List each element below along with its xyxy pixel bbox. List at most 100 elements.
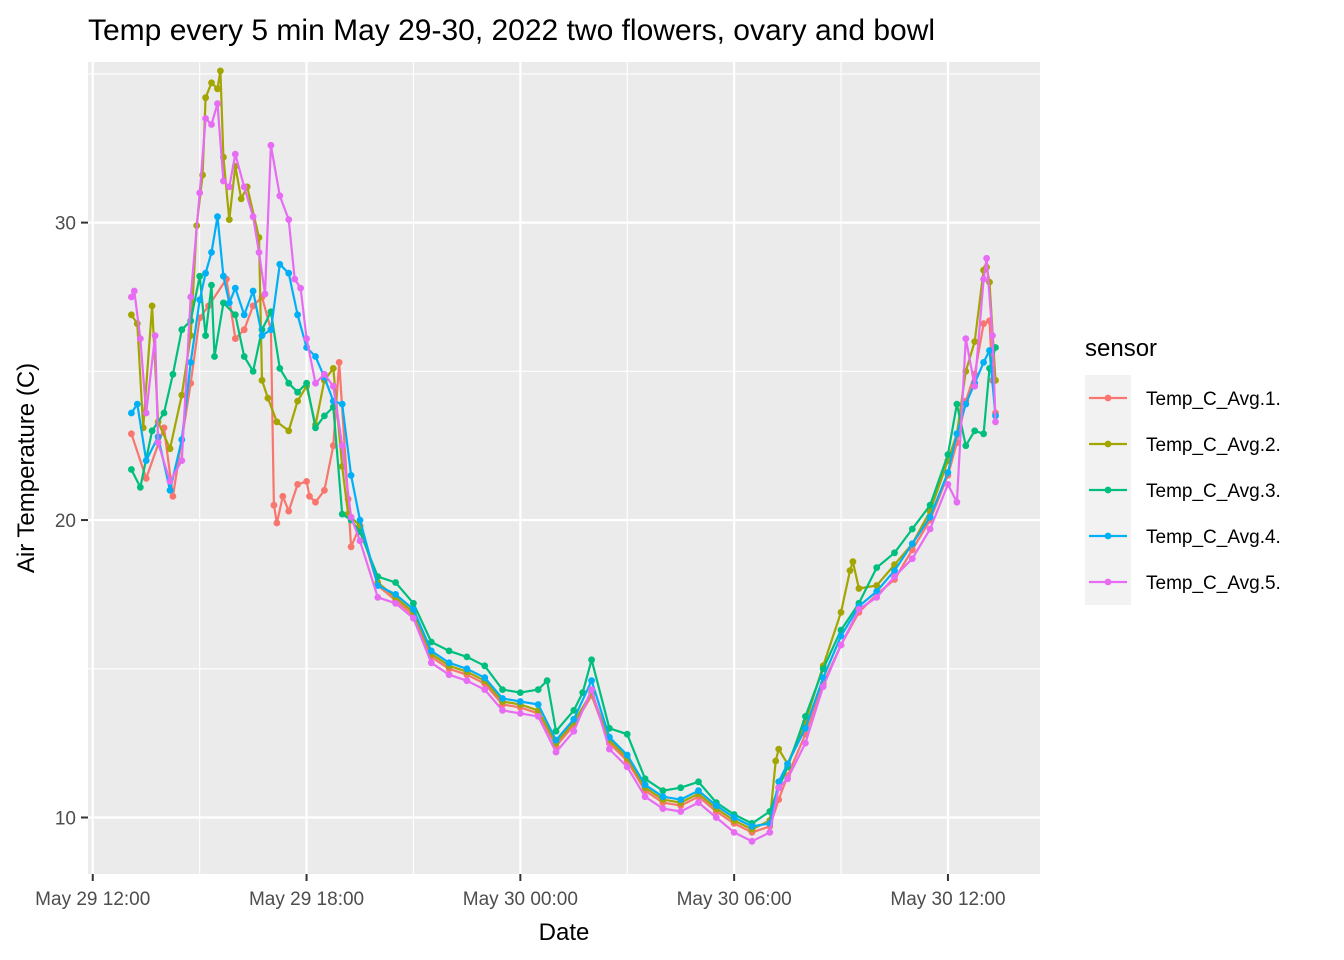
data-point	[166, 486, 174, 494]
data-point	[196, 296, 204, 304]
data-point	[306, 492, 313, 500]
data-point	[225, 183, 233, 191]
data-point	[273, 418, 281, 426]
data-point	[321, 370, 328, 378]
data-point	[329, 403, 337, 411]
data-point	[772, 757, 780, 765]
data-point	[347, 543, 355, 551]
data-point	[240, 183, 248, 191]
data-point	[321, 486, 328, 494]
data-point	[249, 213, 257, 221]
data-point	[534, 701, 542, 708]
data-point	[802, 739, 809, 747]
legend-title: sensor	[1085, 335, 1157, 362]
data-point	[623, 763, 631, 771]
data-point	[855, 585, 863, 592]
data-point	[249, 367, 257, 375]
data-point	[202, 332, 210, 339]
data-point	[142, 475, 150, 482]
data-point	[169, 492, 177, 500]
data-point	[329, 365, 337, 372]
data-point	[136, 483, 144, 491]
data-point	[261, 290, 269, 298]
data-point	[427, 659, 435, 667]
legend-item: Temp_C_Avg.5.	[1089, 573, 1281, 594]
data-point	[849, 558, 857, 566]
data-point	[463, 653, 471, 661]
data-point	[873, 594, 881, 601]
data-point	[695, 778, 702, 786]
data-point	[127, 466, 135, 473]
data-point	[276, 260, 284, 268]
data-point	[356, 537, 364, 545]
data-point	[273, 519, 281, 527]
data-point	[837, 632, 845, 640]
data-point	[264, 394, 272, 402]
data-point	[908, 525, 916, 533]
data-point	[231, 311, 239, 319]
data-point	[516, 710, 524, 717]
x-tick-label: May 30 12:00	[890, 889, 1005, 910]
data-point	[312, 424, 319, 432]
data-point	[775, 784, 783, 792]
data-point	[347, 513, 355, 521]
data-point	[208, 249, 215, 256]
data-point	[570, 727, 578, 735]
data-point	[873, 564, 881, 571]
data-point	[445, 647, 453, 655]
data-point	[329, 442, 337, 450]
series-line	[130, 69, 997, 831]
data-point	[220, 177, 227, 185]
data-point	[695, 787, 702, 795]
data-point	[855, 605, 863, 613]
data-point	[255, 249, 263, 256]
data-point	[427, 647, 435, 655]
data-point	[178, 391, 186, 399]
legend-item: Temp_C_Avg.2.	[1089, 435, 1281, 456]
data-point	[130, 287, 138, 295]
data-point	[294, 481, 301, 488]
data-point	[953, 400, 961, 408]
x-tick-label: May 29 12:00	[35, 889, 150, 910]
data-point	[463, 665, 471, 673]
data-point	[516, 698, 524, 705]
data-point	[463, 677, 471, 685]
data-point	[712, 802, 720, 809]
data-point	[730, 814, 738, 821]
data-point	[208, 79, 215, 87]
data-point	[151, 332, 159, 339]
data-point	[178, 326, 186, 334]
data-point	[908, 555, 916, 563]
data-point	[971, 338, 979, 345]
data-point	[802, 724, 809, 732]
data-point	[445, 659, 453, 667]
data-point	[285, 269, 293, 277]
data-point	[196, 272, 204, 280]
data-point	[285, 507, 293, 515]
data-point	[329, 382, 337, 390]
data-point	[303, 478, 310, 485]
data-point	[294, 397, 301, 405]
data-point	[356, 516, 364, 524]
data-point	[552, 748, 560, 756]
data-point	[410, 599, 417, 607]
legend-key-point	[1104, 578, 1112, 586]
data-point	[127, 430, 135, 438]
legend-label: Temp_C_Avg.1.	[1146, 389, 1281, 410]
data-point	[962, 400, 970, 408]
legend-key-point	[1104, 486, 1112, 494]
legend-key-point	[1104, 394, 1112, 402]
data-point	[873, 582, 881, 589]
data-point	[427, 638, 435, 646]
legend-item: Temp_C_Avg.1.	[1089, 389, 1281, 410]
data-point	[392, 579, 399, 586]
data-point	[784, 760, 791, 768]
data-point	[240, 353, 248, 360]
data-point	[217, 67, 224, 75]
data-point	[258, 376, 266, 384]
data-point	[267, 326, 275, 334]
data-point	[992, 418, 999, 426]
data-point	[169, 370, 177, 378]
legend-item: Temp_C_Avg.4.	[1089, 527, 1281, 548]
data-point	[775, 778, 783, 786]
